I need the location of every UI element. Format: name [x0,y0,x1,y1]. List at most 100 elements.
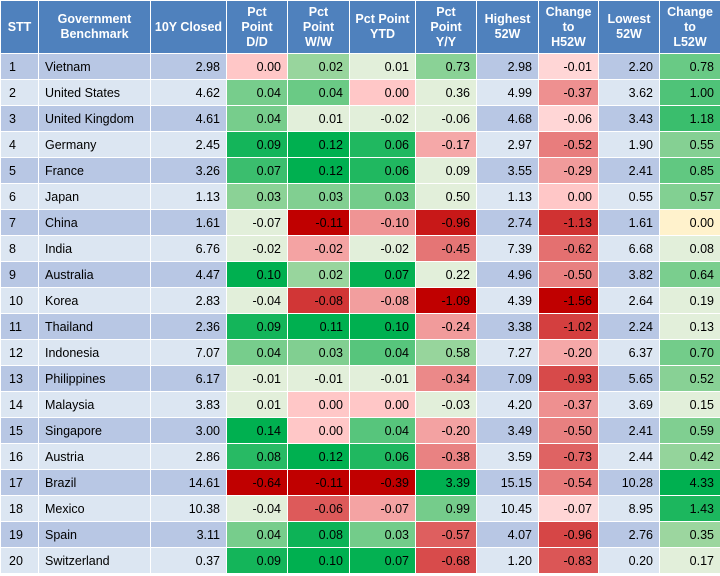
header-benchmark: Government Benchmark [38,0,151,54]
cell-pct-yy: 0.73 [415,53,477,80]
cell-pct-ytd: 0.06 [349,157,416,184]
cell-highest-52w: 2.97 [476,131,539,158]
header-pct-dd: Pct Point D/D [226,0,288,54]
table-row: 8 India 6.76 -0.02 -0.02 -0.02 -0.45 7.39 -0.62 6… [0,235,720,262]
cell-pct-dd: 0.14 [226,417,288,444]
cell-highest-52w: 4.20 [476,391,539,418]
cell-pct-yy: 0.99 [415,495,477,522]
cell-benchmark: Australia [38,261,151,288]
cell-lowest-52w: 2.41 [598,157,660,184]
cell-stt: 17 [0,469,39,496]
cell-pct-dd: -0.04 [226,287,288,314]
cell-lowest-52w: 0.20 [598,547,660,574]
cell-pct-ww: 0.12 [287,443,350,470]
cell-pct-dd: 0.01 [226,391,288,418]
cell-pct-ytd: 0.06 [349,443,416,470]
cell-pct-dd: 0.04 [226,79,288,106]
cell-pct-dd: 0.10 [226,261,288,288]
cell-lowest-52w: 3.43 [598,105,660,132]
cell-pct-ww: 0.00 [287,417,350,444]
cell-pct-ytd: 0.00 [349,79,416,106]
table-row: 7 China 1.61 -0.07 -0.11 -0.10 -0.96 2.74 -1.13 1… [0,209,720,236]
cell-pct-ww: 0.02 [287,261,350,288]
cell-pct-yy: -0.03 [415,391,477,418]
cell-change-l52w: 0.19 [659,287,720,314]
cell-change-l52w: 0.15 [659,391,720,418]
cell-change-l52w: 0.42 [659,443,720,470]
cell-pct-ytd: 0.00 [349,391,416,418]
table-row: 9 Australia 4.47 0.10 0.02 0.07 0.22 4.96 -0.50 3… [0,261,720,288]
cell-lowest-52w: 2.76 [598,521,660,548]
cell-benchmark: Mexico [38,495,151,522]
cell-pct-ytd: 0.01 [349,53,416,80]
cell-pct-dd: -0.01 [226,365,288,392]
cell-change-h52w: -0.29 [538,157,599,184]
header-pct-ww: Pct Point W/W [287,0,350,54]
cell-stt: 9 [0,261,39,288]
cell-change-h52w: -0.73 [538,443,599,470]
cell-pct-dd: 0.00 [226,53,288,80]
cell-stt: 16 [0,443,39,470]
cell-change-h52w: -1.02 [538,313,599,340]
cell-closed-10y: 7.07 [150,339,227,366]
cell-change-h52w: -0.37 [538,79,599,106]
cell-lowest-52w: 1.61 [598,209,660,236]
cell-change-h52w: -0.96 [538,521,599,548]
cell-change-h52w: -0.93 [538,365,599,392]
cell-pct-yy: -0.68 [415,547,477,574]
cell-change-l52w: 1.00 [659,79,720,106]
header-pct-yy: Pct Point Y/Y [415,0,477,54]
cell-pct-dd: 0.09 [226,547,288,574]
cell-benchmark: Spain [38,521,151,548]
cell-highest-52w: 7.39 [476,235,539,262]
cell-stt: 2 [0,79,39,106]
cell-change-l52w: 1.18 [659,105,720,132]
cell-pct-dd: 0.08 [226,443,288,470]
cell-closed-10y: 14.61 [150,469,227,496]
table-row: 6 Japan 1.13 0.03 0.03 0.03 0.50 1.13 0.00 0.55 0.… [0,183,720,210]
cell-lowest-52w: 6.37 [598,339,660,366]
cell-highest-52w: 7.09 [476,365,539,392]
cell-benchmark: United States [38,79,151,106]
cell-pct-ww: -0.06 [287,495,350,522]
cell-change-h52w: -0.01 [538,53,599,80]
cell-change-l52w: 0.59 [659,417,720,444]
cell-pct-dd: 0.09 [226,313,288,340]
cell-lowest-52w: 2.44 [598,443,660,470]
cell-change-l52w: 0.57 [659,183,720,210]
cell-pct-ww: 0.08 [287,521,350,548]
cell-pct-ww: 0.12 [287,157,350,184]
table-row: 19 Spain 3.11 0.04 0.08 0.03 -0.57 4.07 -0.96 2.7… [0,521,720,548]
cell-pct-yy: -0.06 [415,105,477,132]
cell-closed-10y: 0.37 [150,547,227,574]
cell-pct-ww: 0.00 [287,391,350,418]
cell-closed-10y: 1.13 [150,183,227,210]
cell-highest-52w: 7.27 [476,339,539,366]
cell-change-l52w: 0.13 [659,313,720,340]
cell-pct-dd: 0.04 [226,339,288,366]
cell-benchmark: Thailand [38,313,151,340]
cell-pct-yy: 0.09 [415,157,477,184]
cell-pct-dd: 0.07 [226,157,288,184]
cell-pct-ytd: -0.39 [349,469,416,496]
cell-lowest-52w: 2.20 [598,53,660,80]
cell-change-h52w: -0.20 [538,339,599,366]
cell-pct-ww: 0.04 [287,79,350,106]
cell-benchmark: China [38,209,151,236]
cell-pct-ytd: 0.07 [349,261,416,288]
cell-stt: 6 [0,183,39,210]
cell-closed-10y: 3.00 [150,417,227,444]
cell-pct-dd: -0.04 [226,495,288,522]
cell-pct-ww: 0.11 [287,313,350,340]
cell-change-l52w: 0.00 [659,209,720,236]
header-row: STT Government Benchmark 10Y Closed Pct Po… [0,0,720,54]
cell-highest-52w: 3.49 [476,417,539,444]
cell-pct-yy: -0.20 [415,417,477,444]
cell-pct-ytd: -0.01 [349,365,416,392]
cell-highest-52w: 4.07 [476,521,539,548]
cell-highest-52w: 2.74 [476,209,539,236]
cell-stt: 7 [0,209,39,236]
cell-pct-ww: -0.08 [287,287,350,314]
cell-stt: 15 [0,417,39,444]
